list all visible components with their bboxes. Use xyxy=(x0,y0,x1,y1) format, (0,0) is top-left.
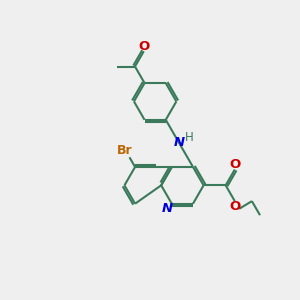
Text: H: H xyxy=(185,131,194,144)
Text: N: N xyxy=(174,136,185,149)
Text: Br: Br xyxy=(117,144,133,157)
Text: O: O xyxy=(139,40,150,53)
Text: O: O xyxy=(230,200,241,213)
Text: O: O xyxy=(229,158,240,171)
Text: N: N xyxy=(162,202,173,215)
